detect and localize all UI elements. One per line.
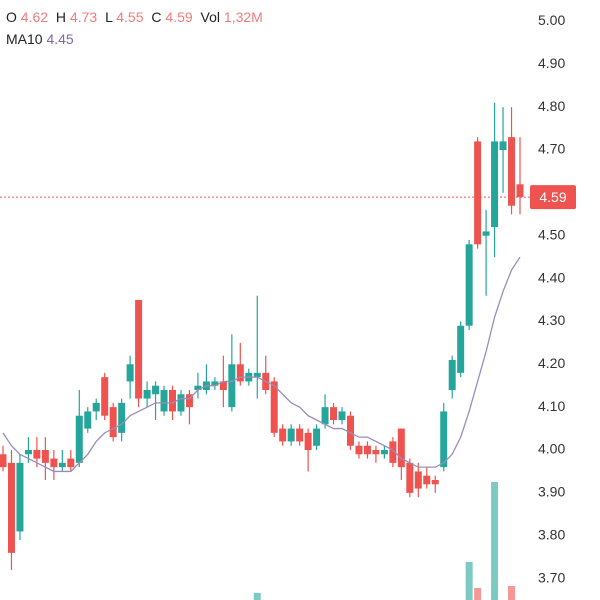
candle-body: [465, 244, 473, 326]
candle-body: [253, 372, 261, 378]
candle-body: [67, 458, 75, 468]
candle-body: [380, 450, 388, 455]
y-tick-label: 4.20: [538, 355, 565, 371]
candle-body: [109, 407, 117, 438]
volume-bar: [465, 562, 473, 600]
legend-label: O: [6, 9, 17, 25]
candle-body: [101, 377, 109, 416]
candle-body: [338, 411, 346, 420]
legend-label: C: [151, 9, 162, 25]
y-tick-label: 4.80: [538, 98, 565, 114]
candle-body: [304, 432, 312, 450]
candle-body: [0, 454, 7, 468]
y-tick-label: 4.90: [538, 55, 565, 71]
candle-body: [287, 428, 295, 442]
candle-body: [211, 381, 219, 386]
candle-body: [160, 390, 168, 412]
legend-value: 4.73: [69, 9, 98, 25]
candle-body: [33, 450, 41, 459]
volume-bar: [253, 593, 261, 600]
candle-body: [270, 381, 278, 433]
candle-body: [143, 390, 151, 399]
candle-body: [92, 402, 100, 412]
y-tick-label: 4.70: [538, 141, 565, 157]
candle-body: [330, 407, 338, 420]
candle-body: [219, 381, 227, 390]
candle-body: [177, 394, 185, 412]
volume-bar: [491, 482, 499, 600]
y-tick-label: 4.40: [538, 269, 565, 285]
candle-body: [508, 137, 516, 206]
y-tick-label: 4.50: [538, 226, 565, 242]
last-price-label: 4.59: [539, 189, 566, 205]
candle-body: [296, 428, 304, 442]
ma-value: 4.45: [46, 31, 74, 47]
legend-value: 4.59: [165, 9, 193, 25]
candle-body: [135, 300, 143, 399]
candle-body: [185, 394, 193, 408]
candle-body: [58, 462, 66, 468]
legend-label: H: [55, 9, 67, 25]
ma-legend: MA10 4.45: [6, 28, 267, 50]
y-tick-label: 5.00: [538, 12, 565, 28]
candle-body: [397, 428, 405, 468]
candle-body: [482, 231, 490, 236]
last-price-box: [530, 185, 576, 210]
candle-body: [228, 364, 236, 408]
ohlc-legend: O 4.62 H 4.73 L 4.55 C 4.59 Vol 1,32M: [6, 6, 267, 28]
candle-body: [457, 325, 465, 373]
legend-value: 4.62: [20, 9, 49, 25]
candle-body: [414, 471, 422, 489]
candle-body: [499, 141, 507, 150]
y-tick-label: 3.70: [538, 569, 565, 585]
candle-body: [346, 415, 354, 446]
y-tick-label: 4.30: [538, 312, 565, 328]
y-tick-label: 3.90: [538, 484, 565, 500]
candle-body: [516, 184, 524, 198]
candle-body: [440, 411, 448, 468]
candle-body: [169, 390, 177, 412]
candle-body: [236, 364, 244, 382]
candle-body: [321, 407, 329, 425]
candle-body: [474, 141, 482, 245]
candle-body: [406, 462, 414, 493]
ma-label: MA10: [6, 31, 43, 47]
legend-value: 4.55: [116, 9, 144, 25]
legend: O 4.62 H 4.73 L 4.55 C 4.59 Vol 1,32M MA…: [6, 6, 267, 50]
candle-body: [313, 428, 321, 446]
candle-body: [448, 360, 456, 390]
candle-body: [118, 402, 126, 433]
candle-body: [355, 445, 363, 455]
volume-bar: [474, 588, 482, 600]
candle-body: [75, 415, 83, 463]
legend-value: 1,32M: [223, 9, 263, 25]
candle-body: [431, 480, 439, 485]
candle-body: [50, 458, 58, 468]
candle-body: [41, 450, 49, 463]
candle-body: [7, 462, 15, 553]
candle-body: [194, 385, 202, 390]
candle-body: [126, 364, 134, 382]
candle-body: [372, 450, 380, 455]
candle-body: [423, 475, 431, 485]
y-tick-label: 4.10: [538, 398, 565, 414]
legend-label: Vol: [200, 9, 221, 25]
candle-body: [363, 445, 371, 455]
candle-body: [279, 428, 287, 442]
candle-body: [491, 141, 499, 228]
candle-body: [389, 441, 397, 463]
ma-line: [2, 256, 521, 473]
legend-label: L: [105, 9, 113, 25]
y-tick-label: 4.00: [538, 441, 565, 457]
y-tick-label: 3.80: [538, 526, 565, 542]
candle-body: [24, 450, 32, 455]
candle-body: [16, 462, 24, 532]
candle-body: [84, 411, 92, 429]
volume-bar: [508, 586, 516, 600]
candle-body: [152, 385, 160, 395]
